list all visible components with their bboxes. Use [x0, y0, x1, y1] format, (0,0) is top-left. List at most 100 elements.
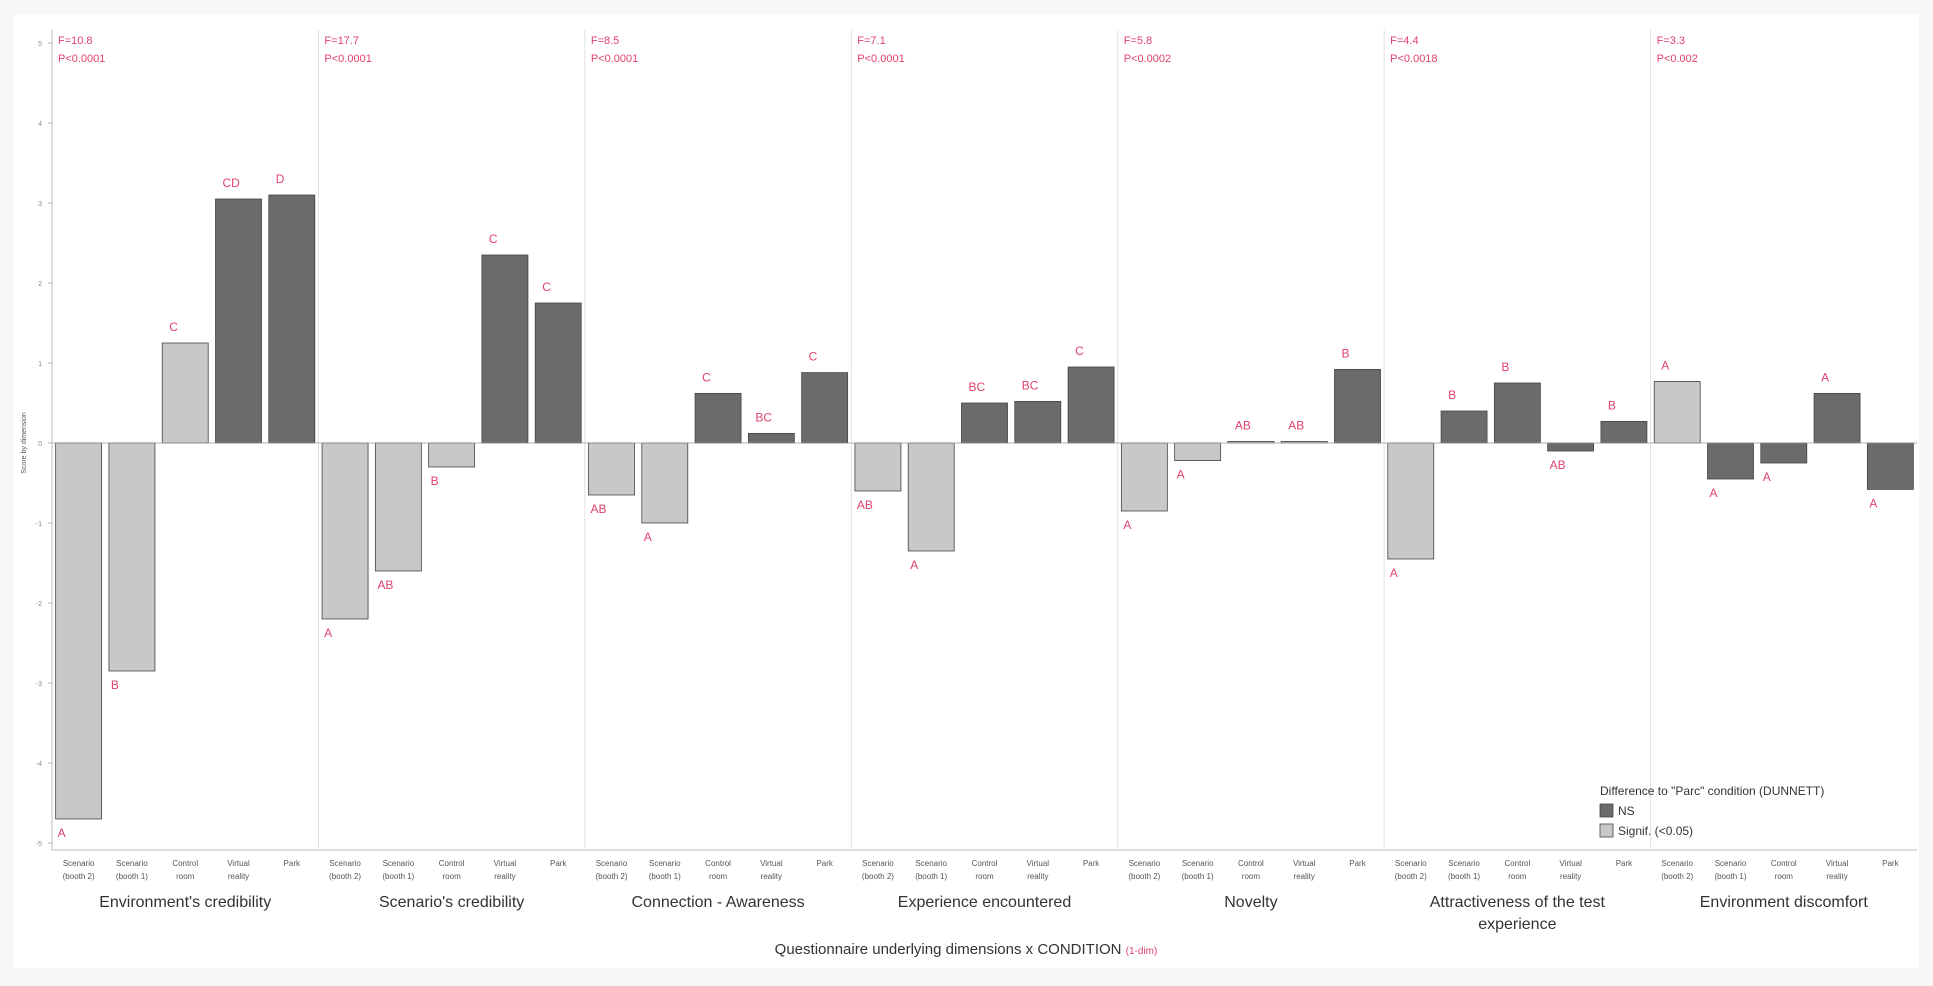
- significance-letter: A: [644, 530, 652, 544]
- panel-stat-p: P<0.002: [1657, 53, 1698, 65]
- category-tick-label: room: [975, 872, 994, 881]
- significance-letter: A: [1661, 358, 1669, 372]
- bar: [1014, 400, 1062, 444]
- category-tick-label: Virtual: [1559, 859, 1582, 868]
- significance-letter: CD: [223, 176, 241, 190]
- significance-letter: C: [542, 280, 551, 294]
- category-tick-label: Scenario: [116, 859, 148, 868]
- bar: [1653, 380, 1701, 444]
- category-tick-label: (booth 1): [1714, 872, 1746, 881]
- category-tick-label: Park: [284, 859, 301, 868]
- bar: [55, 442, 103, 820]
- category-tick-label: reality: [494, 872, 515, 881]
- category-tick-label: Park: [1083, 859, 1100, 868]
- panel-stat-f: F=4.4: [1390, 35, 1418, 47]
- category-tick-label: Control: [172, 859, 198, 868]
- panel-stat-p: P<0.0002: [1124, 53, 1171, 65]
- bar: [588, 442, 635, 496]
- bar: [1866, 442, 1914, 490]
- panel-stat-p: P<0.0001: [857, 53, 904, 65]
- panel-name: Scenario's credibility: [379, 894, 524, 911]
- category-tick-label: Scenario: [1661, 859, 1693, 868]
- category-tick-label: reality: [761, 872, 782, 881]
- panel-name: Attractiveness of the test experience: [1430, 894, 1606, 933]
- significance-letter: AB: [857, 498, 873, 512]
- category-tick-label: Scenario: [63, 859, 95, 868]
- significance-letter: A: [1869, 496, 1877, 510]
- y-tick-label: -3: [36, 681, 42, 688]
- category-tick-label: Control: [439, 859, 465, 868]
- category-tick-label: Virtual: [494, 859, 517, 868]
- bar: [1174, 442, 1222, 462]
- significance-letter: A: [1763, 470, 1771, 484]
- category-tick-label: Virtual: [1826, 859, 1849, 868]
- panel-name: Environment's credibility: [99, 894, 271, 911]
- panel-stat-f: F=17.7: [324, 35, 359, 47]
- bar: [1600, 420, 1648, 444]
- panel-name: Environment discomfort: [1700, 894, 1869, 911]
- significance-letter: AB: [1550, 458, 1566, 472]
- category-tick-label: Control: [1771, 859, 1797, 868]
- bar: [961, 402, 1008, 444]
- bar: [854, 442, 902, 492]
- category-tick-label: Park: [1616, 859, 1633, 868]
- category-tick-label: Virtual: [227, 859, 250, 868]
- category-tick-label: room: [1775, 872, 1794, 881]
- bar: [1120, 442, 1168, 512]
- category-tick-label: Scenario: [329, 859, 361, 868]
- significance-letter: B: [1342, 346, 1350, 360]
- y-tick-label: -5: [36, 841, 42, 848]
- bar: [801, 372, 849, 444]
- panel-stat-p: P<0.0001: [58, 53, 105, 65]
- category-tick-label: Park: [1882, 859, 1899, 868]
- category-tick-label: Scenario: [1129, 859, 1161, 868]
- bar: [1547, 442, 1595, 452]
- bar: [694, 392, 742, 444]
- category-tick-label: reality: [228, 872, 249, 881]
- bar: [374, 442, 422, 572]
- bar: [481, 254, 529, 444]
- significance-letter: A: [910, 558, 918, 572]
- bar: [268, 194, 316, 444]
- panel-stat-f: F=7.1: [857, 35, 885, 47]
- category-tick-label: Scenario: [1182, 859, 1214, 868]
- y-axis-title: Score by dimension: [21, 412, 28, 474]
- significance-letter: AB: [1288, 418, 1304, 432]
- y-tick-label: 3: [38, 201, 42, 208]
- category-tick-label: (booth 1): [649, 872, 681, 881]
- category-tick-label: reality: [1294, 872, 1315, 881]
- significance-letter: A: [1710, 486, 1718, 500]
- category-tick-label: (booth 2): [595, 872, 627, 881]
- bar: [1707, 442, 1754, 480]
- bar: [534, 302, 582, 444]
- category-tick-label: (booth 1): [382, 872, 414, 881]
- significance-letter: AB: [1235, 418, 1251, 432]
- significance-letter: B: [1448, 388, 1456, 402]
- bar: [641, 442, 689, 524]
- panel-stat-f: F=8.5: [591, 35, 619, 47]
- significance-letter: A: [1821, 370, 1829, 384]
- category-tick-label: (booth 1): [116, 872, 148, 881]
- legend-title: Difference to "Parc" condition (DUNNETT): [1600, 784, 1824, 798]
- bar: [108, 442, 156, 672]
- significance-letter: BC: [755, 410, 772, 424]
- bar: [215, 198, 262, 444]
- category-tick-label: room: [1508, 872, 1527, 881]
- category-tick-label: Scenario: [649, 859, 681, 868]
- y-tick-label: 2: [38, 281, 42, 288]
- significance-letter: BC: [969, 380, 986, 394]
- category-tick-label: room: [176, 872, 195, 881]
- significance-letter: AB: [591, 502, 607, 516]
- bar: [1334, 368, 1381, 444]
- panel-stat-p: P<0.0018: [1390, 53, 1437, 65]
- significance-letter: AB: [377, 578, 393, 592]
- bar: [1813, 392, 1861, 444]
- legend-swatch: [1599, 823, 1614, 838]
- category-tick-label: Park: [550, 859, 567, 868]
- y-tick-label: 4: [38, 121, 42, 128]
- category-tick-label: Scenario: [596, 859, 628, 868]
- x-axis-title-main: Questionnaire underlying dimensions x CO…: [775, 941, 1126, 958]
- significance-letter: A: [1390, 566, 1398, 580]
